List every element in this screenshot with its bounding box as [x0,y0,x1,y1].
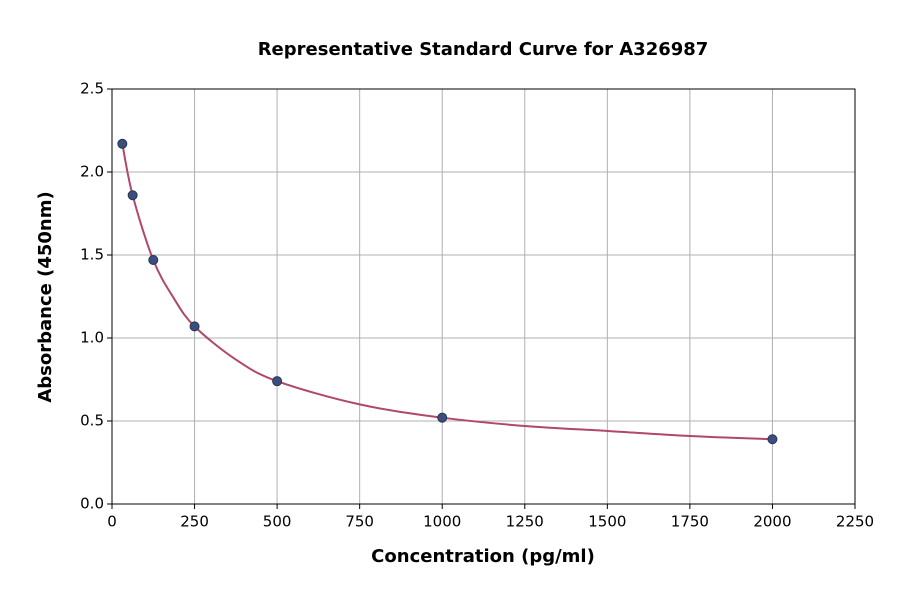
y-axis-label: Absorbance (450nm) [35,191,56,402]
x-tick-label: 1250 [506,513,544,531]
x-tick-label: 1500 [588,513,626,531]
y-tick-label: 1.5 [80,246,104,264]
fit-curve [121,143,773,441]
y-tick-label: 0.5 [80,412,104,430]
x-tick-label: 750 [345,513,374,531]
data-point [127,190,138,201]
x-tick-label: 2250 [836,513,874,531]
data-point [117,138,128,149]
x-tick-label: 1000 [423,513,461,531]
x-tick-label: 250 [180,513,209,531]
x-tick-label: 1750 [671,513,709,531]
y-tick-label: 2.0 [80,163,104,181]
x-tick-label: 2000 [753,513,791,531]
x-axis-label: Concentration (pg/ml) [371,546,595,567]
plot-frame [111,88,856,505]
y-tick-label: 0.0 [80,495,104,513]
data-point [437,412,448,423]
x-tick-label: 0 [107,513,117,531]
y-tick-label: 2.5 [80,80,104,98]
chart-title: Representative Standard Curve for A32698… [258,39,709,60]
data-point [767,434,778,445]
data-point [272,376,283,387]
data-point [189,321,200,332]
x-tick-label: 500 [263,513,292,531]
y-tick-label: 1.0 [80,329,104,347]
data-point [148,254,159,265]
